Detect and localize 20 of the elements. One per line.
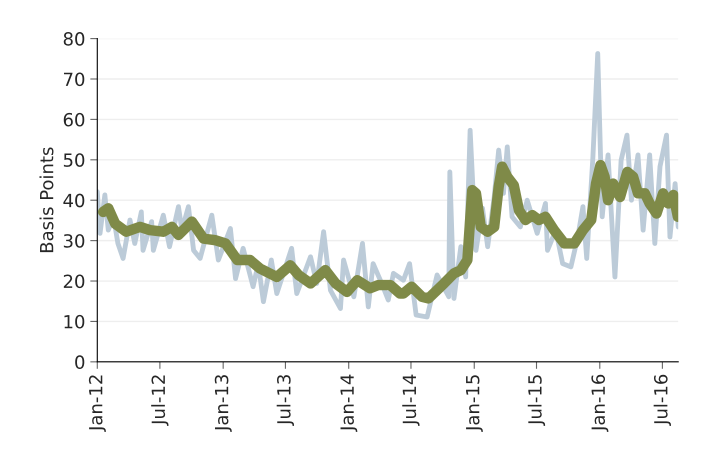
- y-tick-label: 70: [64, 72, 84, 86]
- y-tick-label: 10: [64, 314, 84, 329]
- x-tick-label: Jul-16: [654, 374, 671, 426]
- x-tick-label: Jul-15: [528, 375, 546, 426]
- y-tick-label: 80: [64, 32, 84, 46]
- y-axis-title: Basis Points: [39, 147, 54, 252]
- x-tick-label: Jan-16: [591, 374, 608, 432]
- y-tick-label: 30: [64, 234, 84, 248]
- y-tick-label: 0: [75, 355, 84, 369]
- x-tick-label: Jul-12: [151, 375, 168, 426]
- x-tick-label: Jan-12: [88, 375, 106, 432]
- y-tick-label: 20: [64, 274, 84, 288]
- x-tick-label: Jan-15: [466, 375, 483, 432]
- y-tick-label: 60: [64, 112, 84, 127]
- y-tick-label: 40: [63, 194, 84, 208]
- x-tick-label: Jan-13: [214, 375, 232, 432]
- x-tick-label: Jul-13: [276, 375, 294, 426]
- x-tick-label: Jul-14: [402, 374, 420, 426]
- x-tick-label: Jan-14: [340, 374, 358, 432]
- y-tick-label: 50: [64, 153, 84, 167]
